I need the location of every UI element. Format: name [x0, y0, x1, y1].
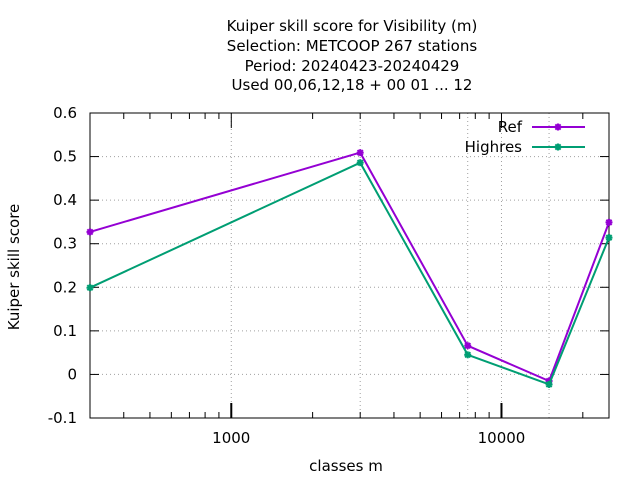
series-line-ref — [89, 151, 610, 383]
x-tick-label: 10000 — [478, 429, 526, 447]
y-axis-ticks: -0.1 0 0.1 0.2 0.3 0.4 0.5 0.6 — [48, 104, 609, 427]
plot-frame — [89, 112, 610, 419]
data-point-ref — [86, 228, 94, 236]
legend-marker-highres — [554, 143, 562, 151]
y-axis-label: Kuiper skill score — [5, 204, 23, 331]
y-tick-label: 0.5 — [53, 148, 77, 166]
chart-title-line-2: Selection: METCOOP 267 stations — [227, 37, 478, 55]
y-tick-label: 0.2 — [53, 278, 77, 296]
legend-marker-ref — [554, 123, 562, 131]
chart-title: Kuiper skill score for Visibility (m) Se… — [227, 17, 478, 94]
legend-label-ref: Ref — [498, 118, 523, 136]
data-point-ref — [356, 149, 364, 157]
data-point-highres — [356, 159, 364, 167]
series-line-highres — [89, 161, 610, 386]
legend-label-highres: Highres — [465, 138, 523, 156]
y-tick-label: 0.6 — [53, 104, 77, 122]
data-point-highres — [545, 380, 553, 388]
x-axis-label: classes m — [309, 457, 383, 475]
y-tick-label: 0.1 — [53, 322, 77, 340]
y-tick-label: -0.1 — [48, 409, 77, 427]
data-point-highres — [605, 234, 613, 242]
data-series — [86, 149, 613, 388]
chart-title-line-3: Period: 20240423-20240429 — [245, 57, 460, 75]
data-point-ref — [605, 218, 613, 226]
data-point-ref — [464, 342, 472, 350]
x-tick-label: 1000 — [212, 429, 250, 447]
y-tick-label: 0 — [67, 365, 77, 383]
y-tick-label: 0.4 — [53, 191, 77, 209]
data-point-highres — [86, 284, 94, 292]
legend: Ref Highres — [465, 118, 585, 156]
chart-title-line-4: Used 00,06,12,18 + 00 01 ... 12 — [232, 76, 473, 94]
y-tick-label: 0.3 — [53, 235, 77, 253]
data-point-highres — [464, 351, 472, 359]
chart-title-line-1: Kuiper skill score for Visibility (m) — [227, 17, 478, 35]
x-axis-ticks: 1000 10000 — [89, 113, 584, 447]
